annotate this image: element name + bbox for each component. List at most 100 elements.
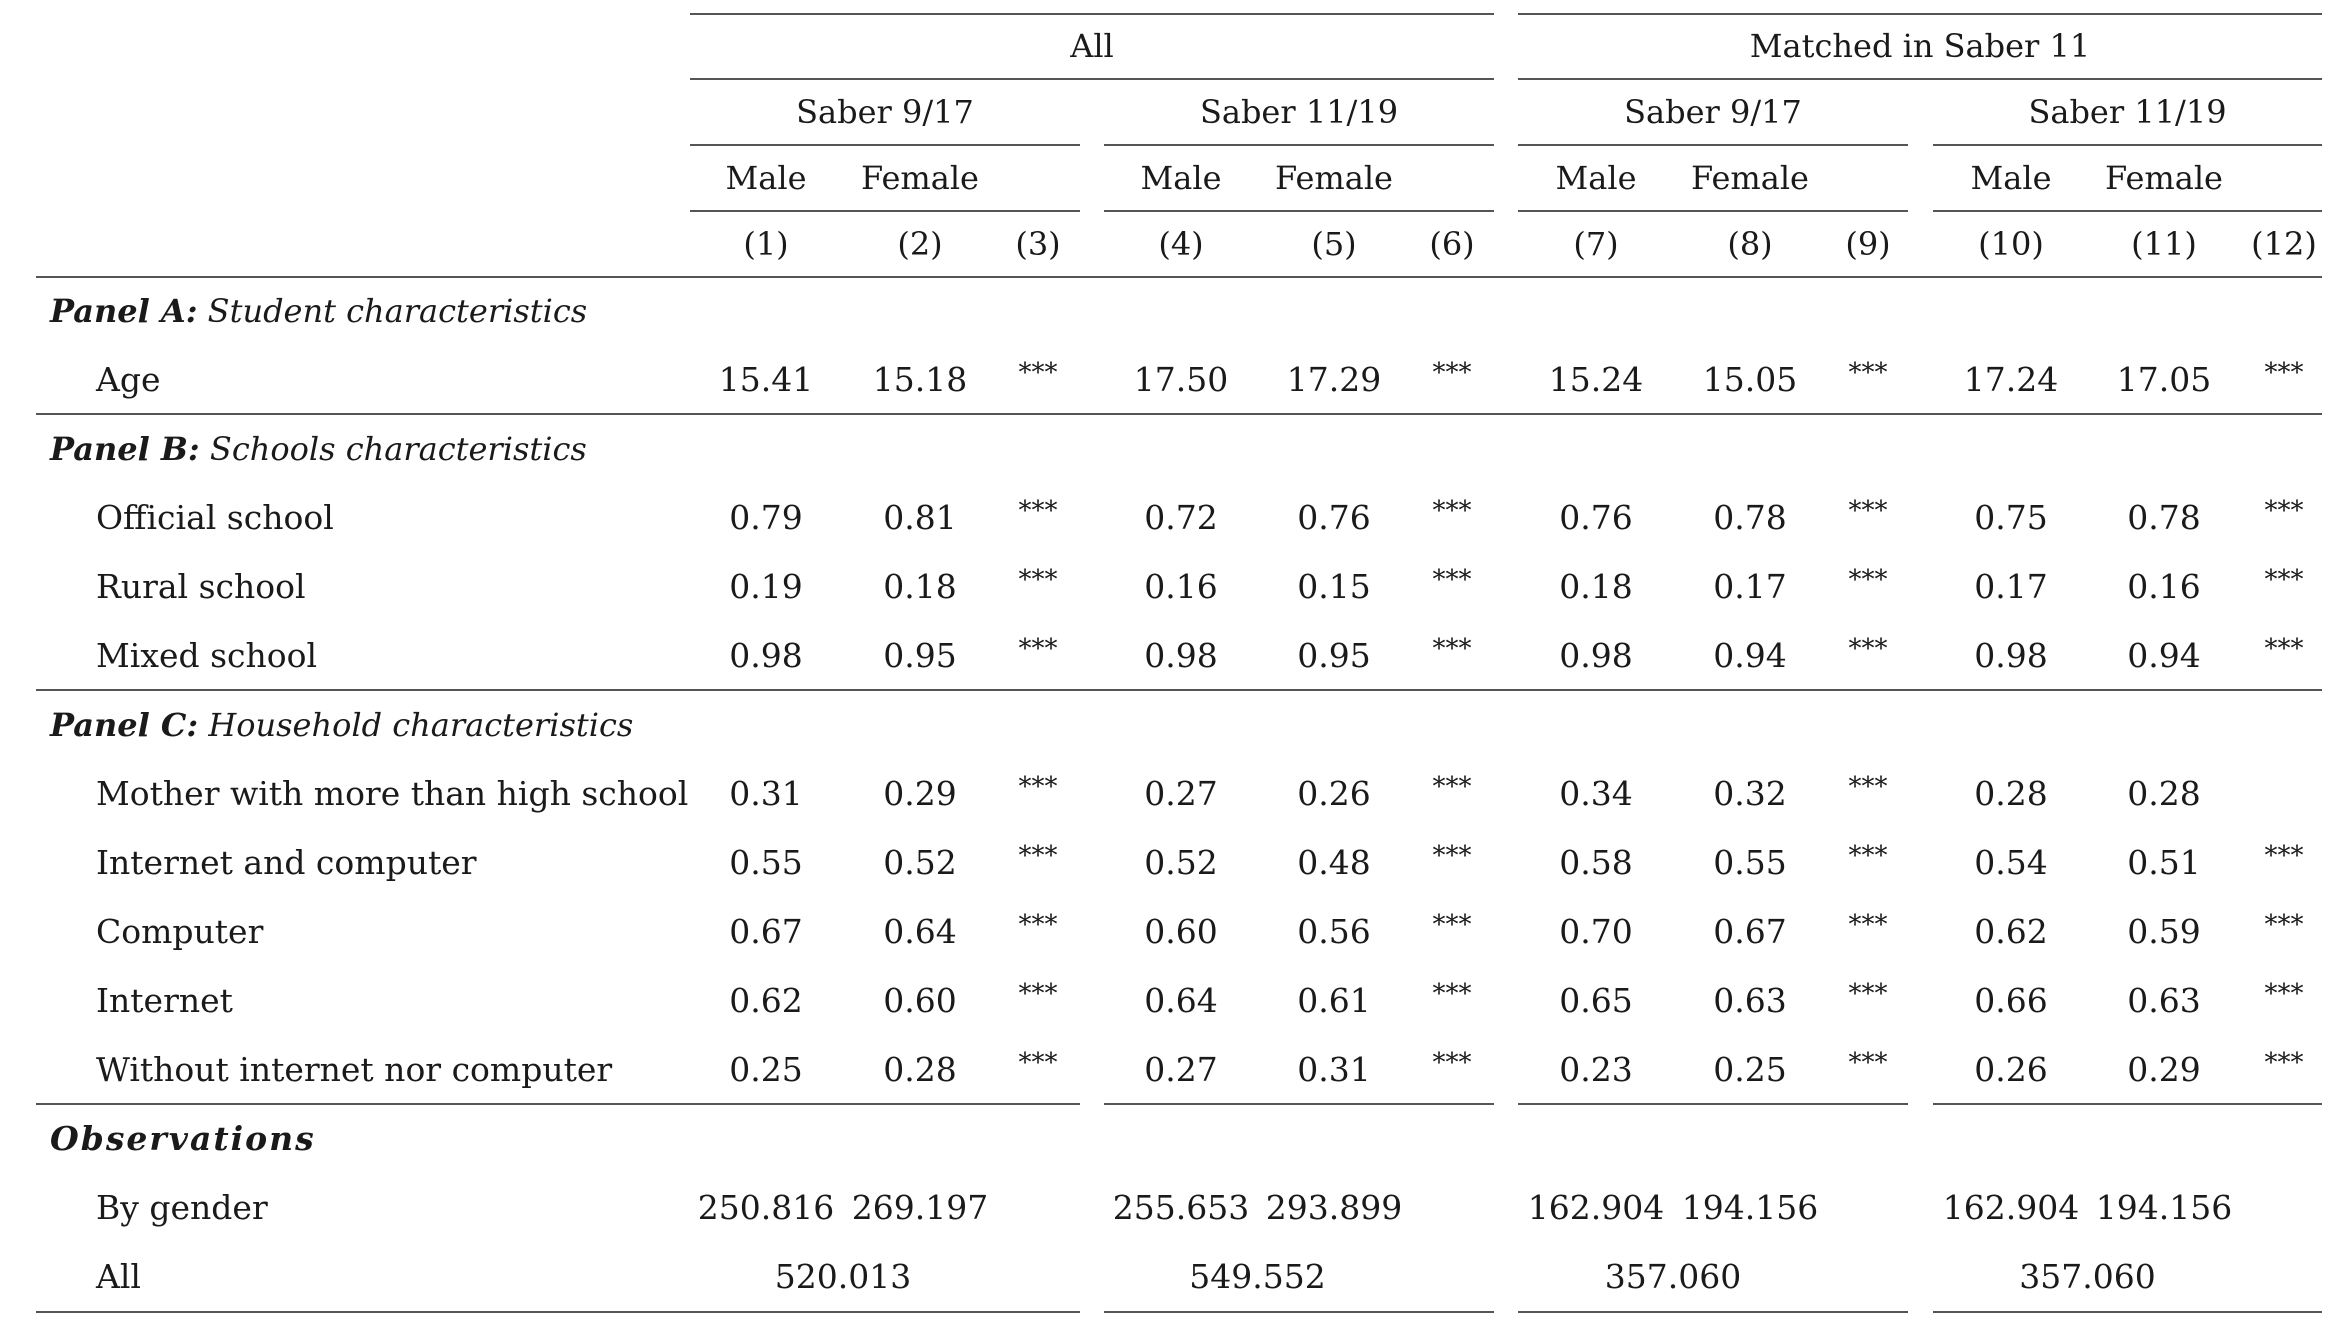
table-cell: 0.51 [2127,843,2201,882]
subgroup-rule [1104,144,1494,146]
gender-rule [1518,210,1908,212]
table-cell: 0.76 [1559,498,1633,537]
significance-stars: *** [2264,841,2304,871]
row-label: Computer [96,912,264,951]
bottom-rule [1104,1311,1494,1313]
row-label: Internet and computer [96,843,477,882]
significance-stars: *** [2264,979,2304,1009]
significance-stars: *** [1432,772,1472,802]
row-label: Official school [96,498,334,537]
table-cell: 0.70 [1559,912,1633,951]
table-cell: 0.16 [1144,567,1218,606]
table-cell: 0.65 [1559,981,1633,1020]
row-label: All [96,1257,141,1296]
observation-count: 255.653 [1112,1188,1250,1227]
observation-count: 194.156 [1681,1188,1819,1227]
table-cell: 17.29 [1286,360,1382,399]
table-cell: 0.25 [1713,1050,1787,1089]
table-cell: 0.29 [2127,1050,2201,1089]
significance-stars: *** [1018,772,1058,802]
table-cell: 0.31 [1297,1050,1371,1089]
row-label: Mixed school [96,636,318,675]
table-cell: 0.28 [883,1050,957,1089]
table-cell: 0.75 [1974,498,2048,537]
observation-count: 162.904 [1942,1188,2080,1227]
panel-label-bold: Panel A: [50,292,198,330]
table-cell: 0.67 [729,912,803,951]
table-cell: 0.18 [883,567,957,606]
significance-stars: *** [1018,565,1058,595]
column-number: (11) [2131,225,2197,263]
significance-stars: *** [1432,1048,1472,1078]
significance-stars: *** [1432,358,1472,388]
significance-stars: *** [1848,772,1888,802]
panel-label-bold: Panel B: [50,430,200,468]
table-cell: 0.19 [729,567,803,606]
row-label: Mother with more than high school [96,774,689,813]
female-header: Female [1275,159,1393,197]
row-label: Internet [96,981,233,1020]
male-header: Male [725,159,807,197]
table-cell: 0.95 [883,636,957,675]
significance-stars: *** [1848,910,1888,940]
table-cell: 0.67 [1713,912,1787,951]
significance-stars: *** [2264,565,2304,595]
column-number: (2) [897,225,943,263]
column-number: (8) [1727,225,1773,263]
group-rule [1518,78,2322,80]
table-cell: 0.63 [1713,981,1787,1020]
panel-label: Panel A: Student characteristics [50,291,587,331]
table-cell: 0.25 [729,1050,803,1089]
table-cell: 0.98 [1144,636,1218,675]
significance-stars: *** [1848,358,1888,388]
table-cell: 0.98 [1559,636,1633,675]
female-header: Female [861,159,979,197]
significance-stars: *** [2264,358,2304,388]
top-rule [1518,13,2322,15]
column-number: (6) [1429,225,1475,263]
table-cell: 0.32 [1713,774,1787,813]
table-cell: 15.05 [1702,360,1798,399]
observation-total: 520.013 [774,1257,912,1296]
female-header: Female [2105,159,2223,197]
table-cell: 0.64 [1144,981,1218,1020]
table-cell: 0.61 [1297,981,1371,1020]
observation-total: 357.060 [1604,1257,1742,1296]
column-number: (5) [1311,225,1357,263]
panel-label: Panel C: Household characteristics [50,705,633,745]
observation-count: 250.816 [697,1188,835,1227]
significance-stars: *** [1848,979,1888,1009]
table-cell: 0.55 [729,843,803,882]
table-cell: 0.34 [1559,774,1633,813]
panel-label-italic: Household characteristics [198,706,634,744]
column-number: (9) [1845,225,1891,263]
test-header: Saber 9/17 [796,93,974,131]
table-cell: 0.15 [1297,567,1371,606]
male-header: Male [1140,159,1222,197]
group-header-all: All [1070,27,1114,65]
table-cell: 0.28 [1974,774,2048,813]
observation-count: 194.156 [2095,1188,2233,1227]
table-cell: 0.98 [729,636,803,675]
table-cell: 0.55 [1713,843,1787,882]
table-cell: 0.59 [2127,912,2201,951]
table-cell: 0.64 [883,912,957,951]
table-cell: 0.17 [1974,567,2048,606]
column-number: (10) [1978,225,2044,263]
table-cell: 0.95 [1297,636,1371,675]
observation-count: 293.899 [1265,1188,1403,1227]
significance-stars: *** [1848,1048,1888,1078]
significance-stars: *** [1848,565,1888,595]
table-cell: 0.18 [1559,567,1633,606]
bottom-rule [36,1311,1080,1313]
significance-stars: *** [2264,496,2304,526]
table-cell: 0.28 [2127,774,2201,813]
column-number: (4) [1158,225,1204,263]
significance-stars: *** [1432,565,1472,595]
significance-stars: *** [2264,910,2304,940]
table-cell: 0.26 [1297,774,1371,813]
table-cell: 0.78 [2127,498,2201,537]
test-header: Saber 11/19 [2028,93,2227,131]
significance-stars: *** [1848,634,1888,664]
table-cell: 0.78 [1713,498,1787,537]
